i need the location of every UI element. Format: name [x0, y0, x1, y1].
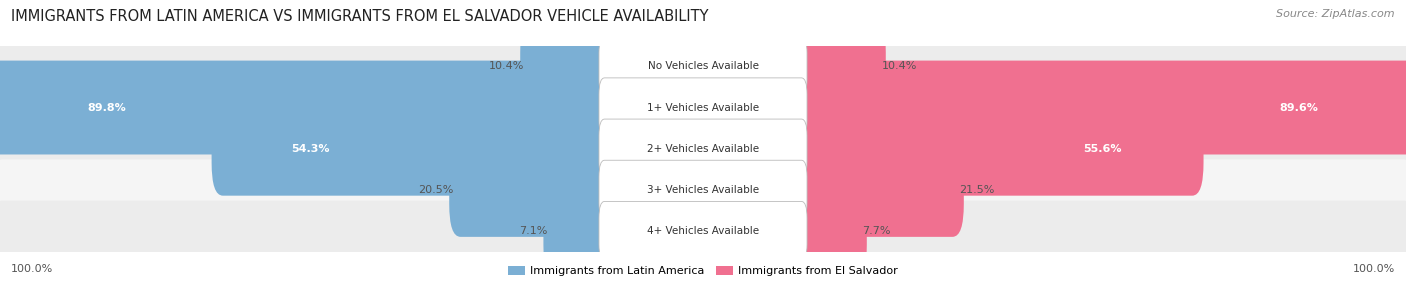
FancyBboxPatch shape	[543, 184, 616, 278]
FancyBboxPatch shape	[790, 184, 866, 278]
FancyBboxPatch shape	[520, 19, 616, 113]
Text: 4+ Vehicles Available: 4+ Vehicles Available	[647, 226, 759, 236]
FancyBboxPatch shape	[599, 78, 807, 137]
Text: 10.4%: 10.4%	[882, 61, 917, 71]
Text: IMMIGRANTS FROM LATIN AMERICA VS IMMIGRANTS FROM EL SALVADOR VEHICLE AVAILABILIT: IMMIGRANTS FROM LATIN AMERICA VS IMMIGRA…	[11, 9, 709, 23]
Text: 100.0%: 100.0%	[11, 264, 53, 274]
Text: 1+ Vehicles Available: 1+ Vehicles Available	[647, 103, 759, 112]
Text: 100.0%: 100.0%	[1353, 264, 1395, 274]
FancyBboxPatch shape	[450, 143, 616, 237]
FancyBboxPatch shape	[212, 102, 616, 196]
FancyBboxPatch shape	[599, 37, 807, 96]
Text: 55.6%: 55.6%	[1084, 144, 1122, 154]
Text: 54.3%: 54.3%	[291, 144, 330, 154]
FancyBboxPatch shape	[0, 200, 1406, 262]
Text: 20.5%: 20.5%	[418, 185, 453, 195]
FancyBboxPatch shape	[0, 118, 1406, 179]
Text: 2+ Vehicles Available: 2+ Vehicles Available	[647, 144, 759, 154]
Text: 10.4%: 10.4%	[489, 61, 524, 71]
FancyBboxPatch shape	[0, 36, 1406, 97]
Legend: Immigrants from Latin America, Immigrants from El Salvador: Immigrants from Latin America, Immigrant…	[503, 261, 903, 281]
Text: 7.1%: 7.1%	[519, 226, 547, 236]
Text: No Vehicles Available: No Vehicles Available	[648, 61, 758, 71]
FancyBboxPatch shape	[790, 143, 965, 237]
FancyBboxPatch shape	[599, 201, 807, 261]
FancyBboxPatch shape	[0, 159, 1406, 221]
FancyBboxPatch shape	[0, 77, 1406, 138]
Text: 89.8%: 89.8%	[87, 103, 125, 112]
Text: 21.5%: 21.5%	[960, 185, 995, 195]
Text: 3+ Vehicles Available: 3+ Vehicles Available	[647, 185, 759, 195]
FancyBboxPatch shape	[599, 160, 807, 220]
FancyBboxPatch shape	[790, 102, 1204, 196]
FancyBboxPatch shape	[0, 61, 616, 154]
Text: 89.6%: 89.6%	[1279, 103, 1317, 112]
FancyBboxPatch shape	[599, 119, 807, 178]
Text: 7.7%: 7.7%	[863, 226, 891, 236]
FancyBboxPatch shape	[790, 61, 1406, 154]
FancyBboxPatch shape	[790, 19, 886, 113]
Text: Source: ZipAtlas.com: Source: ZipAtlas.com	[1277, 9, 1395, 19]
